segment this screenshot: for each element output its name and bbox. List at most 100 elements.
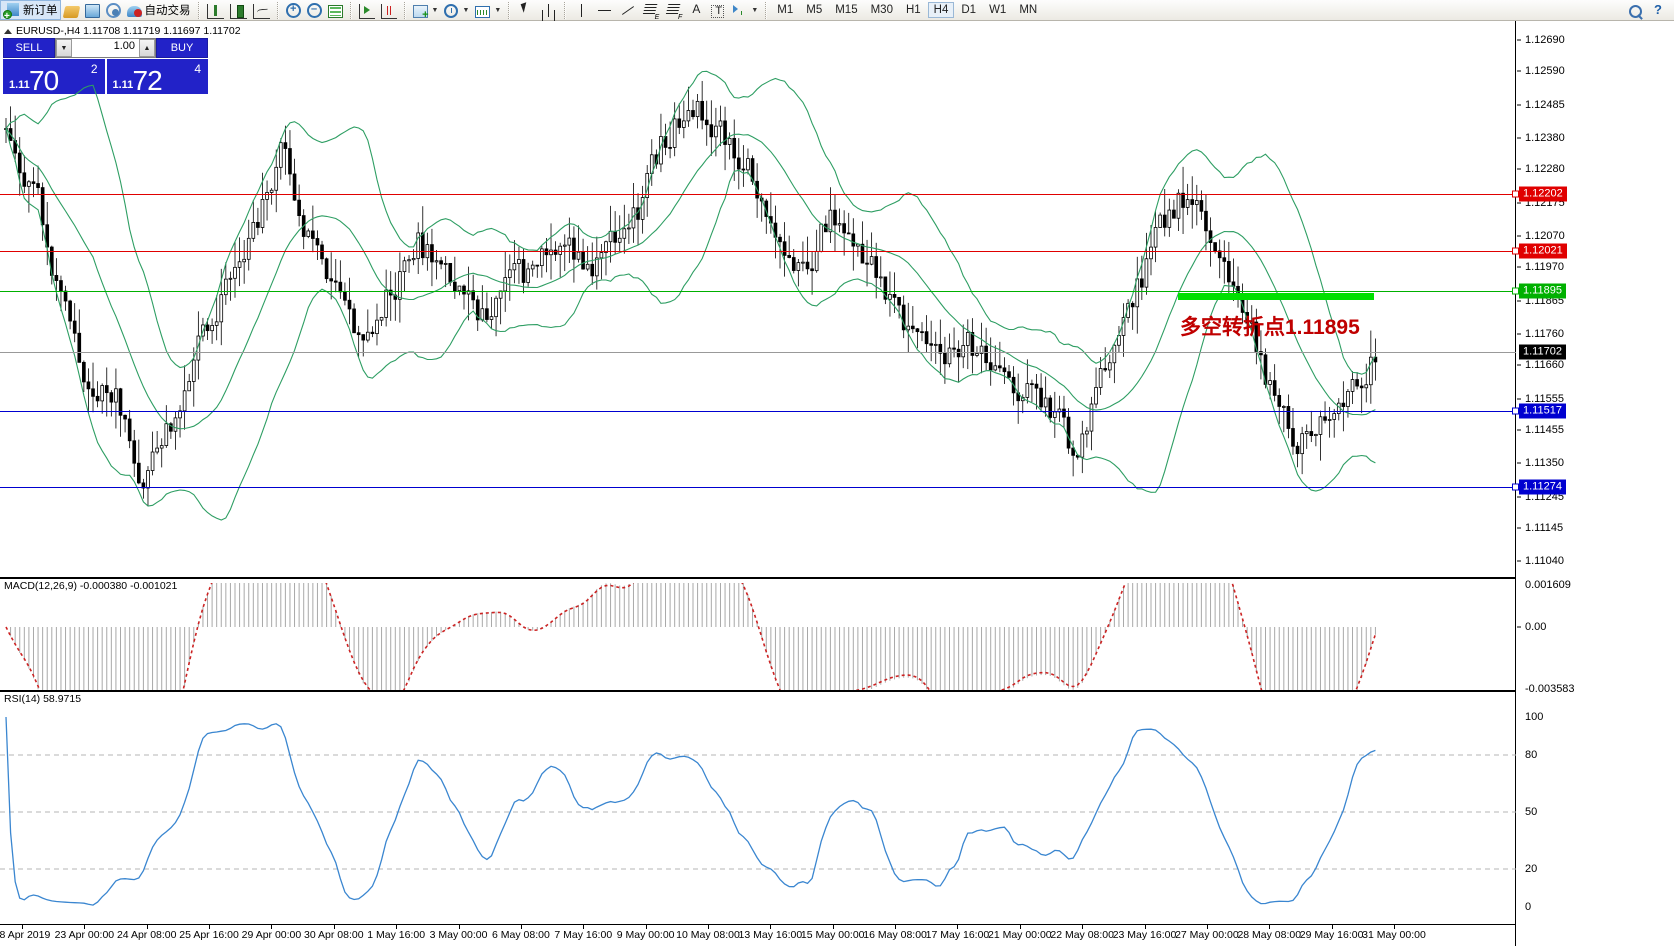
time-axis-label: 6 May 08:00	[492, 929, 550, 941]
price-tag-current-price[interactable]: 1.11702	[1519, 344, 1566, 360]
rsi-title: RSI(14) 58.9715	[4, 693, 82, 705]
volume-stepper[interactable]: ▼ 1.00 ▲	[55, 38, 156, 58]
price-line-handle[interactable]	[1512, 483, 1519, 491]
vertical-line-icon	[573, 2, 590, 19]
pivot-marker-bar[interactable]	[1178, 293, 1374, 300]
price-tag-resistance[interactable]: 1.12021	[1519, 243, 1567, 259]
price-axis-tick	[1517, 137, 1521, 139]
price-tag-support[interactable]: 1.11517	[1519, 403, 1566, 419]
price-chart-graphics	[4, 70, 1378, 521]
price-line-support[interactable]	[0, 487, 1516, 489]
price-axis-label: 1.11555	[1525, 392, 1564, 405]
shift-left-icon	[380, 3, 397, 19]
timeframe-button-h1[interactable]: H1	[905, 4, 921, 16]
buy-button[interactable]: BUY	[156, 38, 208, 58]
time-axis-tick	[1394, 925, 1395, 929]
vertical-line-tool-button[interactable]	[570, 0, 593, 20]
price-axis-tick	[1517, 104, 1521, 106]
timeframe-button-m15[interactable]: M15	[835, 4, 858, 16]
market-watch-button[interactable]	[82, 0, 103, 20]
text-tool-button[interactable]	[685, 0, 708, 20]
timeframe-button-mn[interactable]: MN	[1019, 4, 1038, 16]
help-button[interactable]	[1647, 0, 1670, 20]
timeframe-button-w1[interactable]: W1	[989, 4, 1007, 16]
line-chart-button[interactable]	[250, 0, 273, 20]
periods-button[interactable]: ▼	[441, 0, 472, 20]
toolbar-right-group	[1626, 0, 1674, 20]
price-axis-tick	[1517, 202, 1521, 204]
timeframe-button-m5[interactable]: M5	[806, 4, 823, 16]
price-line-handle[interactable]	[1512, 407, 1519, 415]
time-axis-label: 17 May 16:00	[925, 929, 990, 941]
macd-graphics	[5, 583, 1377, 691]
rsi-axis-label: 0	[1525, 901, 1532, 913]
auto-trading-button[interactable]: 自动交易	[124, 0, 194, 20]
chart-canvas[interactable]: EURUSD-,H4 1.11708 1.11719 1.11697 1.117…	[0, 21, 1674, 946]
price-line-support[interactable]	[0, 410, 1516, 412]
cursor-tool-button[interactable]	[514, 0, 537, 20]
price-line-current-price[interactable]	[0, 352, 1516, 354]
volume-increase-button[interactable]: ▲	[139, 39, 155, 57]
time-axis-label: 29 May 16:00	[1299, 929, 1364, 941]
price-axis-label: 1.11970	[1525, 261, 1564, 274]
bid-price-prefix: 1.11	[9, 79, 30, 91]
price-axis-label: 1.12070	[1525, 229, 1565, 242]
price-tag-pivot[interactable]: 1.11895	[1519, 283, 1566, 299]
label-tool-button[interactable]	[708, 0, 727, 20]
rsi-axis-label: 50	[1525, 806, 1538, 818]
candlestick-chart-button[interactable]	[227, 0, 250, 20]
indicators-button[interactable]: ▼	[410, 0, 442, 21]
price-line-handle[interactable]	[1512, 190, 1519, 198]
price-axis[interactable]: 1.12690 1.12590 1.12485 1.12380 1.12280 1.121…	[1517, 21, 1674, 946]
bar-chart-icon	[206, 3, 224, 19]
chevron-down-icon[interactable]: ▼	[751, 6, 759, 14]
timeframe-button-d1[interactable]: D1	[961, 4, 977, 16]
fibonacci-tool-button[interactable]: E	[639, 0, 662, 21]
horizontal-line-tool-button[interactable]	[593, 0, 616, 20]
templates-button[interactable]: ▼	[472, 0, 504, 20]
chevron-down-icon[interactable]: ▼	[494, 6, 502, 14]
price-tag-resistance[interactable]: 1.12202	[1519, 186, 1567, 202]
zoom-out-button[interactable]	[304, 0, 325, 20]
price-line-pivot[interactable]	[0, 291, 1516, 293]
price-axis-label: 1.11145	[1525, 522, 1564, 535]
trendline-tool-button[interactable]	[616, 0, 639, 20]
ask-price-display[interactable]: 1.11 72 4	[106, 59, 208, 96]
bid-price-display[interactable]: 1.11 70 2	[3, 59, 105, 96]
price-axis-tick	[1517, 429, 1521, 431]
timeframe-button-m30[interactable]: M30	[870, 4, 893, 16]
one-click-trading-panel[interactable]: SELL ▼ 1.00 ▲ BUY 1.11 70 2 1.11 72 4	[3, 38, 208, 96]
zoom-in-button[interactable]	[283, 0, 304, 20]
crosshair-tool-button[interactable]	[537, 0, 560, 20]
grid-icon	[327, 4, 343, 18]
chevron-down-icon[interactable]: ▼	[431, 6, 439, 14]
price-line-resistance[interactable]	[0, 251, 1516, 253]
price-axis-label: 1.12380	[1525, 131, 1565, 144]
chevron-down-icon[interactable]: ▼	[462, 6, 470, 14]
timeframe-button-m1[interactable]: M1	[777, 4, 794, 16]
signals-button[interactable]	[103, 0, 124, 20]
auto-scroll-button[interactable]	[356, 0, 378, 20]
price-axis-tick	[1517, 560, 1521, 562]
shapes-tool-button[interactable]: ▼	[727, 0, 761, 20]
volume-decrease-button[interactable]: ▼	[56, 39, 72, 57]
bar-chart-button[interactable]	[204, 0, 227, 20]
price-tag-support[interactable]: 1.11274	[1519, 479, 1566, 495]
folder-button[interactable]	[61, 0, 82, 20]
timeframe-button-h4[interactable]: H4	[927, 2, 955, 18]
time-axis-label: 24 Apr 08:00	[116, 929, 177, 941]
volume-input[interactable]: 1.00	[113, 40, 135, 52]
search-button[interactable]	[1626, 0, 1645, 20]
collapse-icon[interactable]	[4, 28, 12, 34]
time-axis-tick	[396, 925, 398, 929]
time-axis-label: 9 May 00:00	[616, 929, 675, 941]
data-window-button[interactable]	[325, 0, 346, 20]
channel-tool-button[interactable]: F	[662, 0, 685, 21]
sell-button[interactable]: SELL	[3, 38, 55, 58]
price-line-resistance[interactable]	[0, 194, 1516, 196]
new-order-button[interactable]: 新订单	[0, 0, 61, 22]
price-line-handle[interactable]	[1512, 287, 1519, 295]
chart-shift-button[interactable]	[378, 0, 400, 20]
time-axis-label: 25 Apr 16:00	[179, 929, 239, 941]
price-line-handle[interactable]	[1512, 247, 1519, 255]
